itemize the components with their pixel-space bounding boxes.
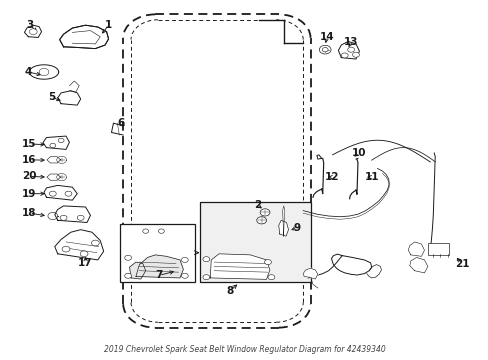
Circle shape bbox=[203, 275, 209, 280]
Circle shape bbox=[77, 215, 84, 220]
Text: 20: 20 bbox=[22, 171, 37, 181]
Text: 13: 13 bbox=[343, 37, 358, 48]
Circle shape bbox=[80, 251, 88, 257]
Text: 8: 8 bbox=[226, 286, 233, 296]
Polygon shape bbox=[409, 257, 427, 273]
Text: 2: 2 bbox=[254, 200, 261, 210]
Circle shape bbox=[347, 47, 354, 52]
Polygon shape bbox=[136, 255, 183, 278]
Circle shape bbox=[124, 255, 131, 260]
Circle shape bbox=[57, 174, 66, 181]
Polygon shape bbox=[129, 262, 145, 279]
Polygon shape bbox=[47, 157, 61, 163]
Circle shape bbox=[124, 273, 131, 278]
FancyBboxPatch shape bbox=[199, 202, 310, 282]
Text: 15: 15 bbox=[22, 139, 37, 149]
Circle shape bbox=[264, 260, 271, 265]
Circle shape bbox=[158, 229, 164, 233]
Text: 10: 10 bbox=[351, 148, 366, 158]
Text: 16: 16 bbox=[22, 155, 37, 165]
Circle shape bbox=[256, 217, 266, 224]
Polygon shape bbox=[29, 65, 59, 79]
Circle shape bbox=[91, 240, 99, 246]
Text: 12: 12 bbox=[325, 172, 339, 182]
Circle shape bbox=[142, 229, 148, 233]
Circle shape bbox=[322, 48, 327, 52]
Text: 3: 3 bbox=[27, 20, 34, 30]
Circle shape bbox=[260, 209, 269, 216]
Circle shape bbox=[341, 53, 347, 58]
Polygon shape bbox=[44, 185, 77, 200]
Polygon shape bbox=[58, 91, 81, 105]
Text: 1: 1 bbox=[105, 20, 112, 30]
Polygon shape bbox=[24, 25, 41, 37]
Circle shape bbox=[57, 156, 66, 163]
Circle shape bbox=[181, 257, 188, 262]
Circle shape bbox=[29, 29, 37, 35]
Polygon shape bbox=[55, 206, 90, 222]
Circle shape bbox=[65, 191, 72, 196]
Polygon shape bbox=[338, 41, 359, 59]
Circle shape bbox=[267, 275, 274, 280]
Polygon shape bbox=[69, 81, 79, 92]
Circle shape bbox=[48, 212, 58, 220]
Bar bbox=[120, 224, 194, 282]
Text: 9: 9 bbox=[293, 222, 300, 233]
Text: 2019 Chevrolet Spark Seat Belt Window Regulator Diagram for 42439340: 2019 Chevrolet Spark Seat Belt Window Re… bbox=[103, 345, 385, 354]
Text: 14: 14 bbox=[319, 32, 333, 42]
Circle shape bbox=[352, 52, 359, 57]
Text: 4: 4 bbox=[24, 67, 32, 77]
Circle shape bbox=[319, 45, 330, 54]
Polygon shape bbox=[43, 136, 69, 149]
Polygon shape bbox=[60, 25, 108, 49]
FancyBboxPatch shape bbox=[427, 243, 448, 255]
Circle shape bbox=[203, 257, 209, 262]
Text: 19: 19 bbox=[22, 189, 37, 199]
Polygon shape bbox=[407, 242, 424, 256]
Circle shape bbox=[60, 215, 67, 220]
Text: 7: 7 bbox=[155, 270, 163, 280]
Text: 6: 6 bbox=[118, 118, 124, 128]
Polygon shape bbox=[55, 230, 103, 260]
Text: 11: 11 bbox=[364, 172, 378, 182]
Text: 5: 5 bbox=[48, 92, 55, 102]
Text: 17: 17 bbox=[78, 258, 93, 268]
Circle shape bbox=[62, 246, 70, 252]
Text: 18: 18 bbox=[22, 208, 37, 218]
Circle shape bbox=[58, 138, 64, 143]
Polygon shape bbox=[47, 174, 61, 180]
Polygon shape bbox=[278, 220, 288, 236]
Circle shape bbox=[181, 273, 188, 278]
Polygon shape bbox=[331, 254, 371, 275]
Circle shape bbox=[49, 191, 56, 196]
Polygon shape bbox=[303, 268, 317, 279]
Circle shape bbox=[50, 143, 56, 148]
Polygon shape bbox=[210, 254, 269, 279]
Text: 21: 21 bbox=[454, 258, 468, 269]
Circle shape bbox=[39, 68, 49, 76]
